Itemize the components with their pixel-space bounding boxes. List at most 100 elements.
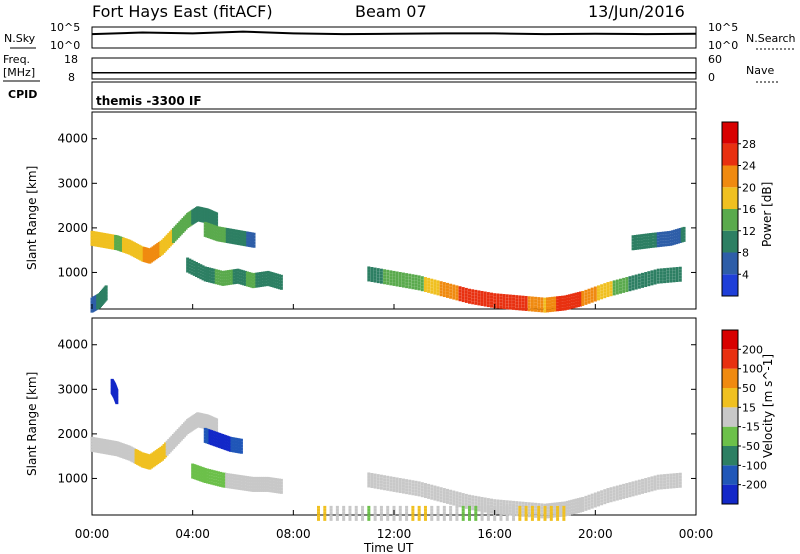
scatter-mark <box>99 450 103 454</box>
scatter-mark <box>234 483 238 487</box>
scatter-mark <box>386 269 390 273</box>
scatter-mark <box>228 269 232 273</box>
scatter-mark <box>395 477 399 481</box>
scatter-mark <box>521 304 525 308</box>
scatter-mark <box>348 514 352 518</box>
scatter-mark <box>546 506 550 510</box>
scatter-mark <box>641 278 645 282</box>
scatter-mark <box>389 270 393 274</box>
scatter-mark <box>219 483 223 487</box>
scatter-mark <box>199 267 203 271</box>
sky-strip: N.Sky 10^5 10^0 10^5 10^0 N.Search <box>4 21 796 52</box>
scatter-mark <box>530 511 534 515</box>
scatter-mark <box>656 274 660 278</box>
scatter-mark <box>590 299 594 303</box>
scatter-mark <box>279 280 283 284</box>
scatter-mark <box>242 481 246 485</box>
scatter-mark <box>593 504 597 508</box>
scatter-mark <box>228 476 232 480</box>
scatter-mark <box>240 272 244 276</box>
scatter-mark <box>669 239 673 243</box>
scatter-mark <box>96 437 100 441</box>
scatter-mark <box>228 485 232 489</box>
scatter-mark <box>379 474 383 478</box>
scatter-mark <box>128 457 132 461</box>
scatter-mark <box>464 502 468 506</box>
scatter-mark <box>203 224 207 228</box>
scatter-mark <box>128 242 132 246</box>
scatter-mark <box>151 252 155 256</box>
scatter-mark <box>121 455 125 459</box>
scatter-mark <box>178 427 182 431</box>
scatter-mark <box>634 480 638 484</box>
freq-left-tick-bottom: 8 <box>68 71 75 84</box>
cpid-frame <box>91 81 697 110</box>
scatter-mark <box>216 438 220 442</box>
scatter-mark <box>480 296 484 300</box>
scatter-mark <box>442 494 446 498</box>
scatter-mark <box>587 288 591 292</box>
scatter-mark <box>194 261 198 265</box>
scatter-mark <box>452 290 456 294</box>
scatter-mark <box>631 493 635 497</box>
scatter-mark <box>159 449 163 453</box>
scatter-mark <box>398 517 402 521</box>
scatter-mark <box>212 476 216 480</box>
scatter-mark <box>132 242 136 246</box>
scatter-mark <box>114 452 118 456</box>
scatter-mark <box>238 486 242 490</box>
scatter-mark <box>565 512 569 516</box>
scatter-mark <box>98 244 102 248</box>
scatter-mark <box>508 303 512 307</box>
scatter-mark <box>266 282 270 286</box>
scatter-mark <box>317 514 320 518</box>
scatter-mark <box>379 274 383 278</box>
scatter-mark <box>656 486 660 490</box>
scatter-mark <box>157 247 161 251</box>
scatter-mark <box>208 267 212 271</box>
scatter-mark <box>118 454 122 458</box>
scatter-mark <box>439 493 443 497</box>
scatter-mark <box>179 228 183 232</box>
scatter-mark <box>104 288 108 292</box>
scatter-mark <box>225 476 229 480</box>
scatter-mark <box>483 300 487 304</box>
scatter-mark <box>581 505 585 509</box>
scatter-mark <box>590 293 594 297</box>
scatter-mark <box>179 428 183 432</box>
scatter-mark <box>250 238 254 242</box>
scatter-mark <box>115 392 119 396</box>
scatter-mark <box>224 239 228 243</box>
scatter-mark <box>257 479 261 483</box>
scatter-mark <box>215 212 219 216</box>
scatter-mark <box>486 501 490 505</box>
scatter-mark <box>427 277 431 281</box>
scatter-mark <box>427 286 431 290</box>
scatter-mark <box>153 245 157 249</box>
scatter-mark <box>436 517 440 521</box>
scatter-mark <box>405 485 409 489</box>
scatter-mark <box>389 282 393 286</box>
scatter-mark <box>255 479 259 483</box>
scatter-mark <box>579 303 583 307</box>
scatter-mark <box>661 243 665 247</box>
scatter-mark <box>171 231 175 235</box>
scatter-mark <box>213 443 217 447</box>
scatter-mark <box>676 237 680 241</box>
scatter-mark <box>477 296 481 300</box>
scatter-mark <box>233 238 237 242</box>
scatter-mark <box>128 451 132 455</box>
scatter-mark <box>379 505 383 509</box>
scatter-mark <box>562 514 566 518</box>
scatter-mark <box>640 240 644 244</box>
scatter-mark <box>558 501 562 505</box>
scatter-mark <box>568 303 572 307</box>
scatter-mark <box>405 508 409 512</box>
scatter-mark <box>264 277 268 281</box>
scatter-mark <box>411 286 415 290</box>
scatter-mark <box>230 269 234 273</box>
scatter-mark <box>132 460 136 464</box>
scatter-mark <box>107 245 111 249</box>
scatter-mark <box>674 232 678 236</box>
scatter-mark <box>139 257 143 261</box>
